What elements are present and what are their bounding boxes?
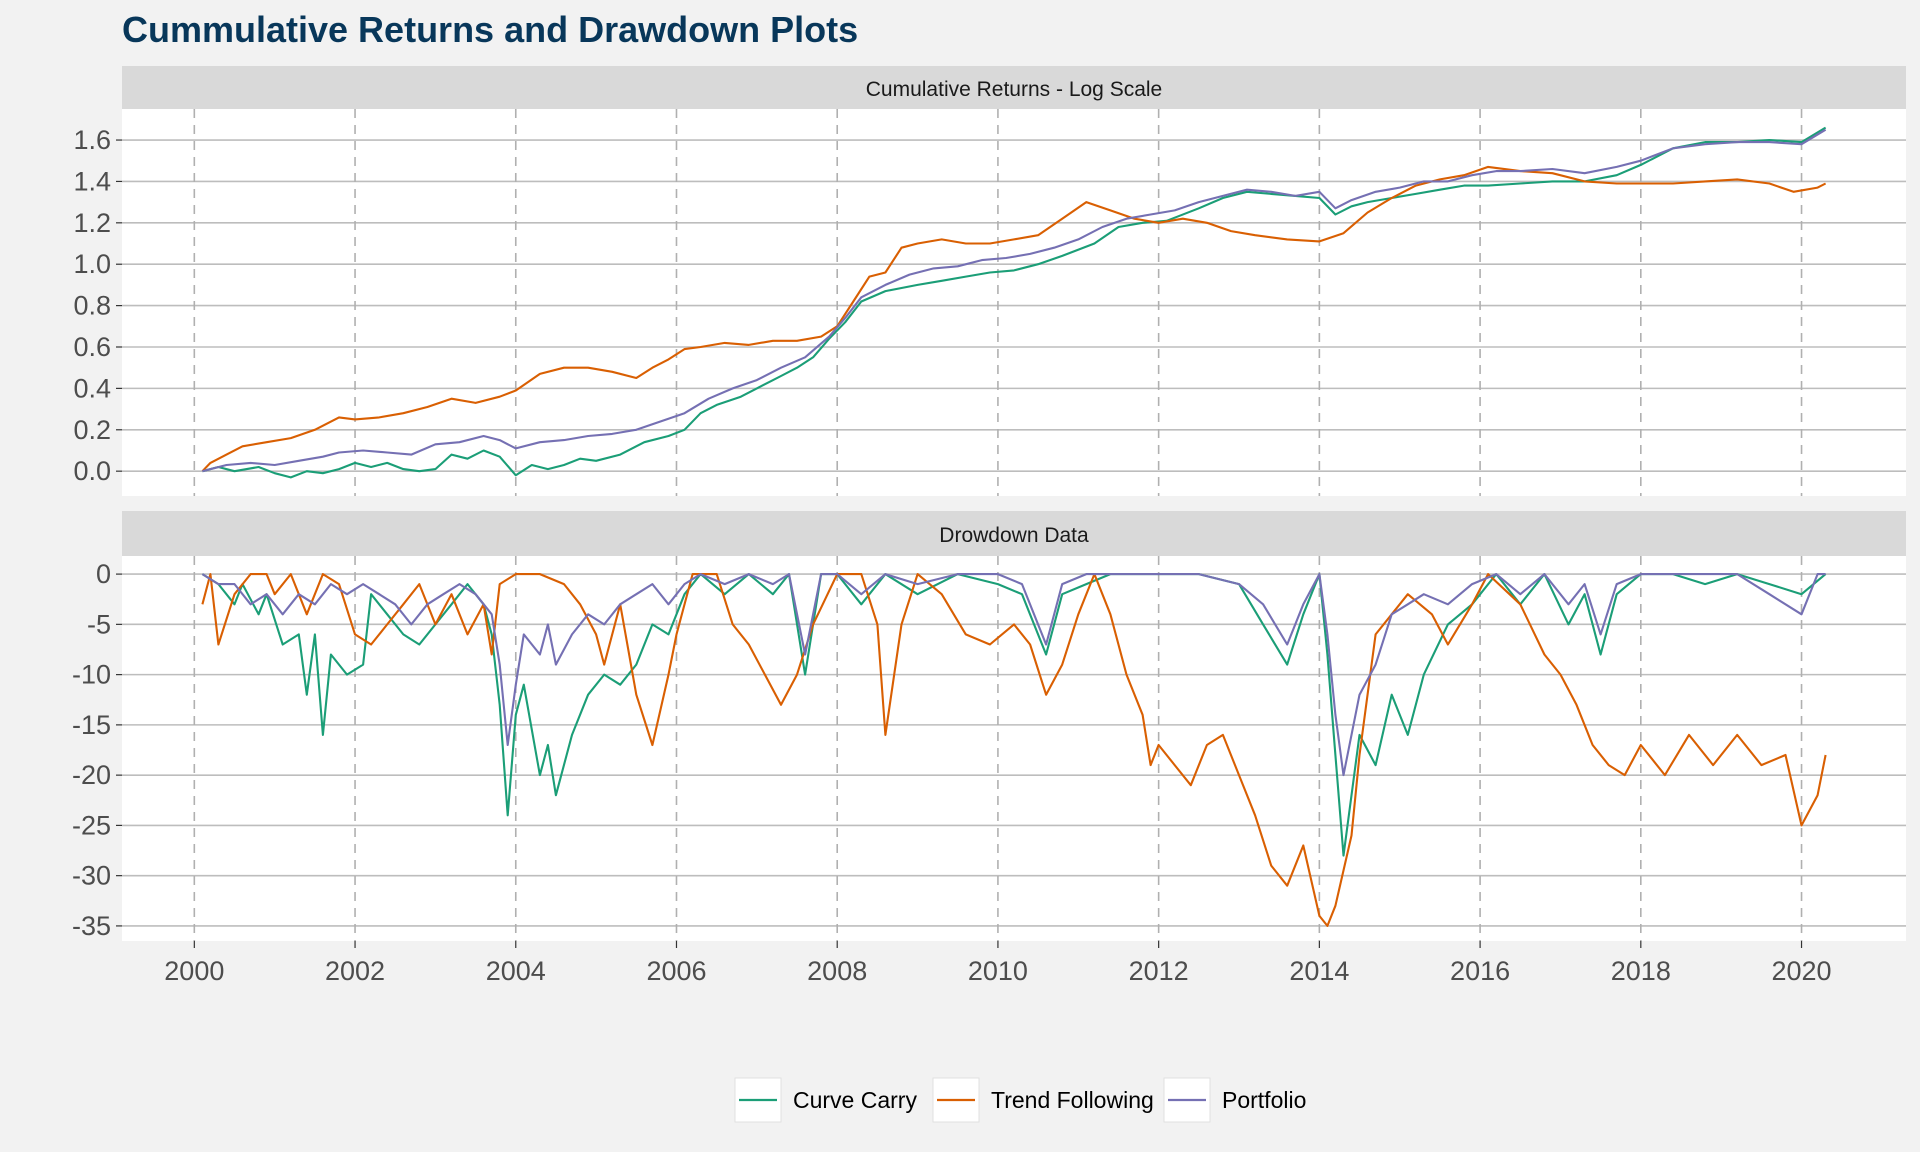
x-axis-ticks: 2000 2002 2004 2006 2008 2010 2012 2014 2016 2018… (164, 941, 1832, 986)
x-tick-label: 2008 (807, 956, 867, 986)
series-line-trend-following (201, 573, 1827, 927)
strip-drawdown (122, 511, 1906, 556)
gridlines-drawdown (122, 556, 1906, 941)
y-tick-label: -10 (72, 660, 111, 690)
panel-title-cumulative: Cumulative Returns - Log Scale (866, 78, 1162, 101)
x-tick-label: 2016 (1450, 956, 1510, 986)
legend-label-curve-carry: Curve Carry (793, 1087, 917, 1113)
strip-cumulative-returns (122, 66, 1906, 109)
plot-area-drawdown (122, 556, 1906, 941)
y-tick-label: -15 (72, 710, 111, 740)
y-tick-label: 0.6 (73, 332, 111, 362)
y-tick-label: 0.4 (73, 373, 111, 403)
y-tick-label: 0.8 (73, 291, 111, 321)
x-tick-label: 2014 (1289, 956, 1349, 986)
series-lines-cumulative (201, 126, 1827, 479)
series-line-portfolio (202, 128, 1827, 473)
y-tick-label: 1.2 (73, 208, 111, 238)
x-tick-label: 2006 (646, 956, 706, 986)
y-tick-label: -5 (87, 609, 111, 639)
y-axis-ticks-drawdown: 0 -5 -10 -15 -20 -25 -30 -35 (72, 559, 122, 941)
plot-area-cumulative (122, 109, 1906, 496)
legend: Curve Carry Trend Following Portfolio (734, 1077, 1306, 1123)
x-tick-label: 2012 (1129, 956, 1189, 986)
series-line-portfolio (201, 573, 1826, 777)
gridlines-cumulative (122, 109, 1906, 496)
series-lines-drawdown (201, 573, 1827, 927)
y-tick-label: -20 (72, 760, 111, 790)
legend-label-trend-following: Trend Following (991, 1087, 1154, 1113)
panel-drawdown: Drowdown Data 0 -5 -10 -15 -20 -25 -30 -35 2000… (72, 511, 1906, 986)
y-tick-label: 0 (96, 559, 111, 589)
y-tick-label: 1.0 (73, 249, 111, 279)
x-tick-label: 2000 (164, 956, 224, 986)
y-tick-label: -35 (72, 911, 111, 941)
y-tick-label: 0.0 (73, 456, 111, 486)
y-tick-label: -30 (72, 861, 111, 891)
series-line-curve-carry (202, 126, 1827, 479)
x-tick-label: 2004 (486, 956, 546, 986)
series-line-curve-carry (201, 573, 1827, 857)
x-tick-label: 2018 (1611, 956, 1671, 986)
y-tick-label: 0.2 (73, 415, 111, 445)
y-tick-label: 1.6 (73, 125, 111, 155)
panel-cumulative-returns: Cumulative Returns - Log Scale 0.0 0.2 0.4… (73, 66, 1906, 496)
y-axis-ticks-cumulative: 0.0 0.2 0.4 0.6 0.8 1.0 1.2 1.4 1.6 (73, 125, 122, 486)
x-tick-label: 2020 (1771, 956, 1831, 986)
y-tick-label: -25 (72, 810, 111, 840)
x-tick-label: 2002 (325, 956, 385, 986)
legend-label-portfolio: Portfolio (1222, 1087, 1306, 1113)
series-line-trend-following (201, 165, 1827, 472)
chart-title: Cummulative Returns and Drawdown Plots (122, 9, 858, 50)
x-tick-label: 2010 (968, 956, 1028, 986)
y-tick-label: 1.4 (73, 166, 111, 196)
panel-title-drawdown: Drowdown Data (939, 524, 1089, 547)
